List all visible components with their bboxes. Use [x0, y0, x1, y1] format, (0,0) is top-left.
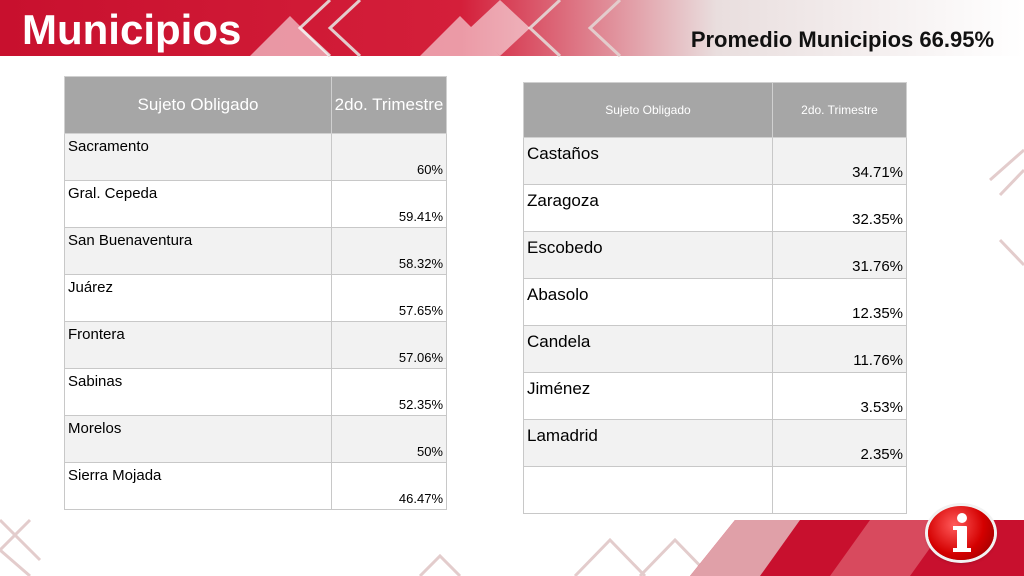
municipio-name: Frontera — [64, 321, 332, 369]
municipio-name: Sierra Mojada — [64, 462, 332, 510]
municipio-name: Candela — [523, 325, 773, 373]
table-row: Juárez 57.65% — [64, 274, 447, 322]
municipio-name: San Buenaventura — [64, 227, 332, 275]
municipio-percentage — [772, 466, 907, 514]
municipio-percentage: 57.06% — [331, 321, 447, 369]
municipio-percentage: 58.32% — [331, 227, 447, 275]
municipio-percentage: 12.35% — [772, 278, 907, 326]
municipio-percentage: 50% — [331, 415, 447, 463]
municipio-name: Zaragoza — [523, 184, 773, 232]
info-glyph-icon — [953, 513, 971, 552]
table-row: Gral. Cepeda 59.41% — [64, 180, 447, 228]
municipio-name: Lamadrid — [523, 419, 773, 467]
table-row: Jiménez 3.53% — [523, 372, 907, 420]
left-municipios-table: Sujeto Obligado 2do. Trimestre Sacrament… — [64, 76, 447, 510]
municipio-percentage: 59.41% — [331, 180, 447, 228]
municipio-percentage: 60% — [331, 133, 447, 181]
table-row: San Buenaventura 58.32% — [64, 227, 447, 275]
municipio-name: Morelos — [64, 415, 332, 463]
page-title: Municipios — [22, 6, 242, 53]
municipio-percentage: 3.53% — [772, 372, 907, 420]
municipio-percentage: 32.35% — [772, 184, 907, 232]
table-row: Abasolo 12.35% — [523, 278, 907, 326]
table-header-row: Sujeto Obligado 2do. Trimestre — [64, 76, 447, 134]
municipio-name — [523, 466, 773, 514]
municipio-name: Sabinas — [64, 368, 332, 416]
municipio-name: Juárez — [64, 274, 332, 322]
municipio-name: Escobedo — [523, 231, 773, 279]
municipio-name: Gral. Cepeda — [64, 180, 332, 228]
right-municipios-table: Sujeto Obligado 2do. Trimestre Castaños … — [523, 82, 907, 514]
average-summary: Promedio Municipios 66.95% — [690, 27, 994, 52]
municipio-name: Jiménez — [523, 372, 773, 420]
table-row: Escobedo 31.76% — [523, 231, 907, 279]
header-sujeto-obligado: Sujeto Obligado — [64, 76, 332, 134]
table-header-row: Sujeto Obligado 2do. Trimestre — [523, 82, 907, 138]
municipio-percentage: 57.65% — [331, 274, 447, 322]
municipio-name: Sacramento — [64, 133, 332, 181]
table-row: Zaragoza 32.35% — [523, 184, 907, 232]
municipio-percentage: 46.47% — [331, 462, 447, 510]
table-row: Sacramento 60% — [64, 133, 447, 181]
table-row — [523, 466, 907, 514]
municipio-percentage: 11.76% — [772, 325, 907, 373]
municipio-percentage: 34.71% — [772, 137, 907, 185]
table-row: Lamadrid 2.35% — [523, 419, 907, 467]
header-2do-trimestre: 2do. Trimestre — [772, 82, 907, 138]
municipio-name: Castaños — [523, 137, 773, 185]
table-row: Sabinas 52.35% — [64, 368, 447, 416]
table-row: Frontera 57.06% — [64, 321, 447, 369]
municipio-percentage: 2.35% — [772, 419, 907, 467]
municipio-percentage: 52.35% — [331, 368, 447, 416]
table-row: Castaños 34.71% — [523, 137, 907, 185]
municipio-name: Abasolo — [523, 278, 773, 326]
table-row: Morelos 50% — [64, 415, 447, 463]
info-i-logo-icon — [928, 506, 994, 560]
header-2do-trimestre: 2do. Trimestre — [331, 76, 447, 134]
municipio-percentage: 31.76% — [772, 231, 907, 279]
header-sujeto-obligado: Sujeto Obligado — [523, 82, 773, 138]
table-row: Sierra Mojada 46.47% — [64, 462, 447, 510]
table-row: Candela 11.76% — [523, 325, 907, 373]
